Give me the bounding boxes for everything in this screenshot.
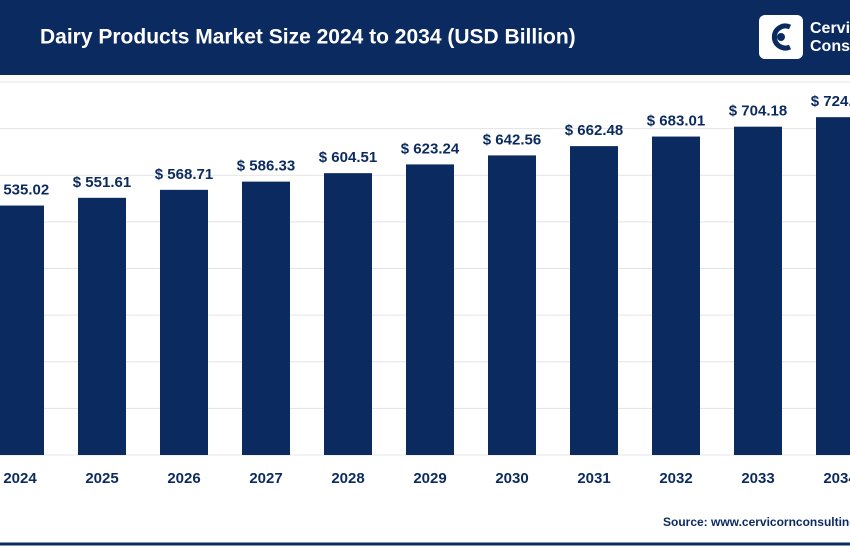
value-label: $ 604.51 [319, 149, 377, 166]
value-label: $ 623.24 [401, 140, 460, 157]
x-tick-label: 2027 [249, 470, 282, 487]
bar [160, 189, 208, 455]
source-note: Source: www.cervicornconsulting.com [663, 515, 850, 529]
bar [570, 146, 618, 455]
value-label: $ 642.56 [483, 131, 541, 148]
x-tick-label: 2028 [331, 470, 364, 487]
logo-dot [777, 33, 785, 41]
bar [242, 181, 290, 455]
x-tick-label: 2031 [577, 470, 610, 487]
bar [78, 197, 126, 456]
bar [406, 164, 454, 455]
x-tick-label: 2030 [495, 470, 528, 487]
value-label: $ 535.02 [0, 182, 49, 199]
x-tick-label: 2032 [659, 470, 692, 487]
x-tick-label: 2033 [741, 470, 774, 487]
bar [652, 136, 700, 456]
brand-name: Consulting [810, 38, 850, 55]
header-band [0, 0, 850, 75]
value-label: $ 683.01 [647, 113, 705, 130]
bar [734, 126, 782, 455]
logo-mark [771, 23, 792, 51]
value-label: $ 662.48 [565, 122, 623, 139]
x-tick-label: 2024 [3, 470, 37, 487]
value-label: $ 586.33 [237, 158, 295, 175]
x-tick-label: 2025 [85, 470, 118, 487]
bar [488, 155, 536, 455]
value-label: $ 724.55 [811, 93, 850, 110]
x-tick-label: 2034 [823, 470, 850, 487]
value-label: $ 568.71 [155, 166, 213, 183]
brand-name: Cervicorn [810, 20, 850, 37]
value-label: $ 704.18 [729, 103, 787, 120]
x-tick-label: 2029 [413, 470, 446, 487]
bar [816, 117, 850, 456]
bar [324, 173, 372, 455]
x-tick-label: 2026 [167, 470, 200, 487]
bar [0, 205, 44, 455]
chart-title: Dairy Products Market Size 2024 to 2034 … [40, 26, 576, 49]
value-label: $ 551.61 [73, 174, 131, 191]
